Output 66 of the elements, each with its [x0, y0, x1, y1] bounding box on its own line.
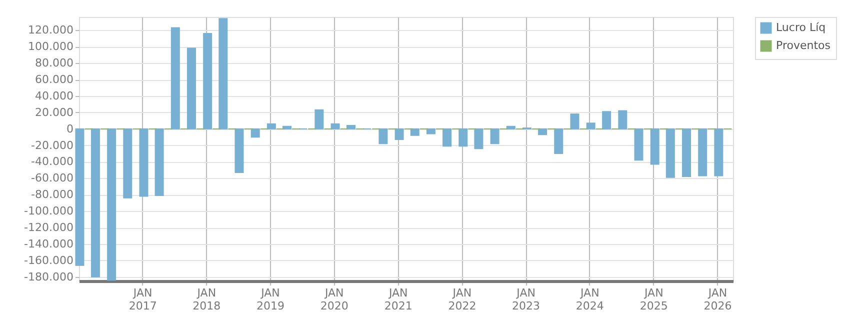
y-tick-label: -100.000 [24, 204, 74, 218]
bar [90, 128, 100, 278]
bar [203, 32, 212, 130]
y-tick-label: 20.000 [35, 106, 74, 119]
bar [346, 125, 356, 130]
y-tick-label: 80.000 [35, 56, 74, 70]
bar [266, 123, 276, 130]
x-tick-label: JAN 2018 [192, 286, 221, 312]
x-tick-label: JAN 2019 [256, 286, 285, 312]
bar [123, 128, 132, 198]
y-tick-label: -20.000 [31, 138, 74, 152]
y-tick-label: -40.000 [31, 155, 74, 168]
bar [250, 128, 260, 138]
x-tick-label: JAN 2026 [704, 286, 732, 312]
bar [394, 128, 404, 140]
bar [282, 126, 292, 130]
bar [634, 128, 644, 161]
x-tick-label: JAN 2021 [384, 286, 412, 312]
bar [682, 128, 691, 178]
x-tick-label: JAN 2017 [128, 286, 157, 312]
bar [554, 128, 564, 154]
y-tick-label: -140.000 [24, 237, 74, 250]
y-tick-label: -120.000 [24, 221, 74, 234]
bar [378, 128, 388, 144]
y-tick-label: 0 [66, 122, 74, 136]
bar [714, 128, 724, 176]
bar [586, 122, 596, 130]
y-tick-label: -160.000 [24, 254, 74, 267]
y-tick-label: -60.000 [31, 172, 74, 185]
bar [698, 128, 708, 176]
y-tick-label: 120.000 [28, 24, 74, 37]
x-tick-label: JAN 2023 [512, 286, 540, 312]
y-tick-label: -80.000 [31, 188, 74, 202]
bar [602, 111, 612, 130]
bar [170, 27, 180, 130]
x-tick-label: JAN 2024 [576, 286, 604, 312]
bar [474, 128, 484, 150]
bar [506, 126, 516, 130]
bar [139, 128, 148, 197]
bar [218, 18, 228, 130]
bar [538, 128, 548, 136]
x-tick-label: JAN 2020 [320, 286, 348, 312]
bar [426, 128, 436, 134]
x-tick-label: JAN 2025 [640, 286, 668, 312]
bar [458, 128, 468, 147]
bar [650, 128, 660, 165]
bar [570, 114, 580, 130]
x-tick-label: JAN 2022 [448, 286, 476, 312]
bar [618, 110, 628, 130]
bar [75, 128, 84, 266]
bar [234, 128, 244, 173]
bar [666, 128, 675, 178]
bar [314, 109, 324, 130]
bar [330, 123, 340, 130]
y-tick-label: 40.000 [35, 89, 74, 102]
bar [107, 128, 116, 281]
bar [410, 128, 420, 136]
legend-label: Proventos [776, 39, 831, 52]
y-tick-label: 100.000 [28, 40, 74, 54]
y-tick-label: -180.000 [24, 270, 74, 284]
bar [154, 128, 164, 196]
bar [186, 48, 196, 130]
bar [490, 128, 500, 144]
bar [442, 128, 452, 147]
legend-label: Lucro Líq [776, 21, 826, 34]
y-tick-label: 60.000 [35, 73, 74, 86]
